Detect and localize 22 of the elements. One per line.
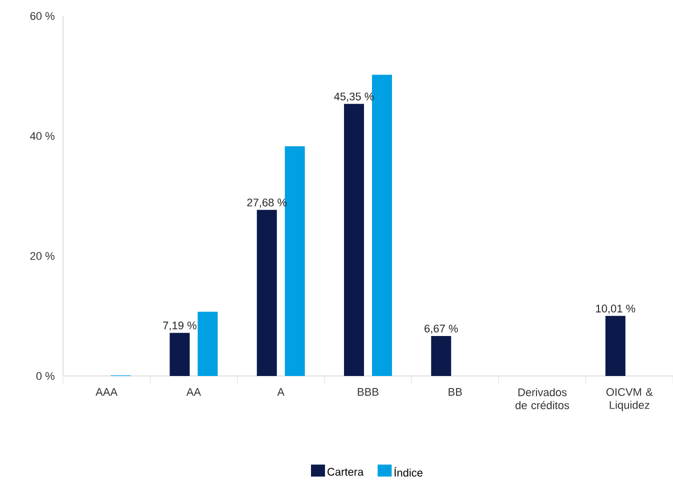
x-tick-label: Derivados de créditos [516, 388, 570, 410]
x-tick-label: AA [186, 388, 202, 396]
bar [198, 312, 218, 376]
legend-label: Cartera [328, 468, 364, 476]
x-tick-label: BBB [358, 388, 378, 396]
x-tick-label: AAA [96, 388, 118, 396]
legend-label: Índice [394, 466, 423, 477]
y-tick-label: 40 % [30, 132, 54, 140]
bar [605, 316, 626, 376]
y-tick-label: 20 % [30, 252, 54, 260]
data-label: 6,67 % [424, 324, 458, 334]
x-tick-label: OICVM & Liquidez [606, 388, 653, 412]
x-tick-label: BB [448, 388, 462, 396]
bar [256, 210, 277, 376]
bar [170, 332, 190, 376]
data-label: 10,01 % [596, 304, 636, 314]
y-tick-label: 60 % [30, 12, 54, 20]
bar [344, 104, 364, 376]
data-label: 7,19 % [163, 322, 196, 331]
bar [431, 336, 452, 376]
x-tick-label: A [277, 388, 284, 396]
y-tick-label: 0 % [36, 372, 54, 380]
